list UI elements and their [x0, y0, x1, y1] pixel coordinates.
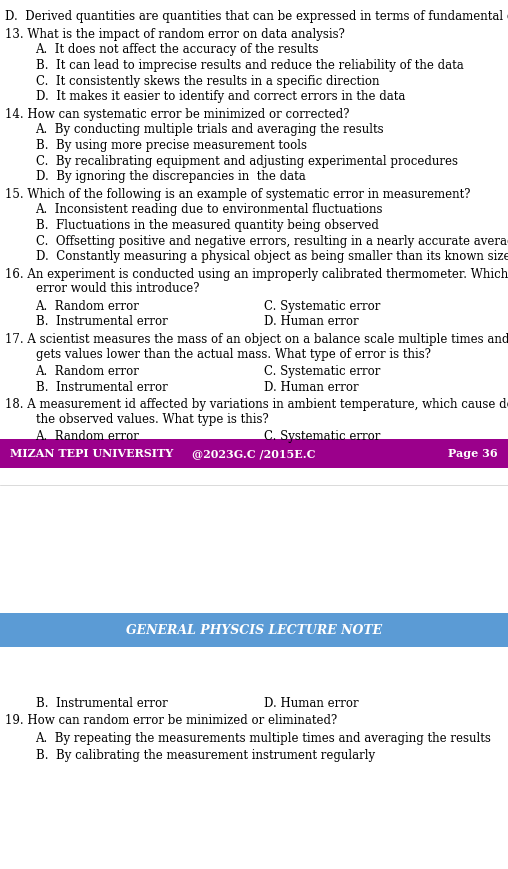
Text: C. Systematic error: C. Systematic error [264, 300, 380, 313]
FancyBboxPatch shape [0, 454, 508, 461]
Text: C.  It consistently skews the results in a specific direction: C. It consistently skews the results in … [36, 75, 379, 88]
Text: D.  Constantly measuring a physical object as being smaller than its known size: D. Constantly measuring a physical objec… [36, 250, 508, 263]
Text: D.  By ignoring the discrepancies in  the data: D. By ignoring the discrepancies in the … [36, 170, 305, 183]
Text: A.  It does not affect the accuracy of the results: A. It does not affect the accuracy of th… [36, 43, 319, 56]
Text: 16. An experiment is conducted using an improperly calibrated thermometer. Which: 16. An experiment is conducted using an … [5, 268, 508, 281]
FancyBboxPatch shape [0, 439, 508, 468]
Text: B.  Fluctuations in the measured quantity being observed: B. Fluctuations in the measured quantity… [36, 219, 378, 232]
Text: B.  By using more precise measurement tools: B. By using more precise measurement too… [36, 139, 306, 152]
Text: A.  Inconsistent reading due to environmental fluctuations: A. Inconsistent reading due to environme… [36, 203, 383, 216]
Text: A.  By conducting multiple trials and averaging the results: A. By conducting multiple trials and ave… [36, 123, 384, 136]
Text: C.  By recalibrating equipment and adjusting experimental procedures: C. By recalibrating equipment and adjust… [36, 155, 458, 168]
Text: B.  Instrumental error: B. Instrumental error [36, 697, 167, 710]
Text: B.  It can lead to imprecise results and reduce the reliability of the data: B. It can lead to imprecise results and … [36, 59, 463, 72]
Text: 19. How can random error be minimized or eliminated?: 19. How can random error be minimized or… [5, 714, 337, 727]
Text: 13. What is the impact of random error on data analysis?: 13. What is the impact of random error o… [5, 28, 345, 41]
Text: B.  By calibrating the measurement instrument regularly: B. By calibrating the measurement instru… [36, 749, 375, 762]
Text: C. Systematic error: C. Systematic error [264, 430, 380, 443]
Text: gets values lower than the actual mass. What type of error is this?: gets values lower than the actual mass. … [36, 348, 431, 361]
Text: C.  Offsetting positive and negative errors, resulting in a nearly accurate aver: C. Offsetting positive and negative erro… [36, 235, 508, 248]
Text: the observed values. What type is this?: the observed values. What type is this? [36, 413, 268, 426]
Text: 18. A measurement id affected by variations in ambient temperature, which cause : 18. A measurement id affected by variati… [5, 398, 508, 411]
Text: D.  Derived quantities are quantities that can be expressed in terms of fundamen: D. Derived quantities are quantities tha… [5, 10, 508, 23]
Text: C. Systematic error: C. Systematic error [264, 365, 380, 378]
Text: A.  Random error: A. Random error [36, 430, 139, 443]
Text: error would this introduce?: error would this introduce? [36, 282, 199, 295]
Text: 17. A scientist measures the mass of an object on a balance scale multiple times: 17. A scientist measures the mass of an … [5, 333, 508, 346]
Text: MIZAN TEPI UNIVERSITY: MIZAN TEPI UNIVERSITY [10, 448, 173, 459]
Text: D. Human error: D. Human error [264, 315, 359, 328]
Text: B.  Instrumental error: B. Instrumental error [36, 315, 167, 328]
Text: D.  It makes it easier to identify and correct errors in the data: D. It makes it easier to identify and co… [36, 90, 405, 103]
Text: A.  Random error: A. Random error [36, 300, 139, 313]
Text: GENERAL PHYSCIS LECTURE NOTE: GENERAL PHYSCIS LECTURE NOTE [126, 624, 382, 636]
Text: A.  Random error: A. Random error [36, 365, 139, 378]
Text: 14. How can systematic error be minimized or corrected?: 14. How can systematic error be minimize… [5, 108, 350, 121]
Text: B.  Instrumental error: B. Instrumental error [36, 381, 167, 394]
Text: 15. Which of the following is an example of systematic error in measurement?: 15. Which of the following is an example… [5, 188, 470, 201]
Text: D. Human error: D. Human error [264, 697, 359, 710]
Text: A.  By repeating the measurements multiple times and averaging the results: A. By repeating the measurements multipl… [36, 732, 491, 745]
Text: @2023G.C /2015E.C: @2023G.C /2015E.C [192, 448, 316, 459]
FancyBboxPatch shape [0, 613, 508, 647]
Text: Page 36: Page 36 [448, 448, 498, 459]
Text: D. Human error: D. Human error [264, 381, 359, 394]
